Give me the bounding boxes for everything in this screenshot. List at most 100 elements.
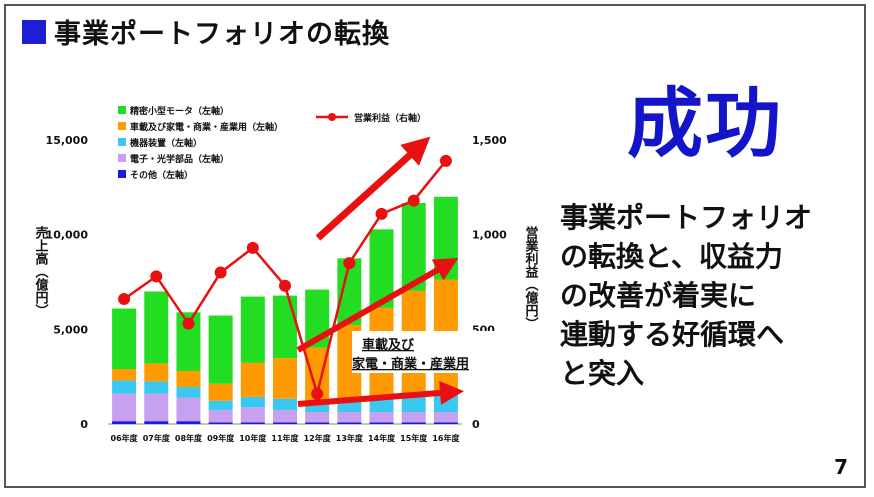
profit-point: [182, 317, 195, 330]
bar-segment: [176, 421, 201, 424]
profit-point: [246, 241, 259, 254]
description-line: と突入: [560, 357, 645, 390]
trend-arrow-automotive: [296, 258, 459, 353]
x-tick-label: 06年度: [111, 433, 139, 443]
y-tick-label: 10,000: [46, 229, 89, 242]
legend-swatch: [118, 170, 126, 178]
bar-segment: [433, 412, 458, 423]
annotation-label: 車載及び: [362, 337, 415, 353]
y2-axis-label: 営業利益（億円）: [523, 225, 540, 330]
bar-segment: [401, 412, 426, 423]
bar-segment: [144, 291, 169, 364]
title-block: 事業ポートフォリオの転換: [22, 12, 390, 51]
description-line: の改善が着実に: [560, 279, 757, 312]
x-tick-label: 11年度: [271, 433, 299, 443]
description-line: 連動する好循環へ: [560, 318, 785, 351]
y2-tick-label: 0: [472, 418, 480, 431]
legend-swatch: [118, 122, 126, 130]
profit-point: [343, 257, 356, 270]
bar-segment: [112, 308, 137, 370]
annotation-label: 家電・商業・産業用: [352, 356, 469, 372]
bar-segment: [273, 422, 297, 424]
bar-segment: [112, 380, 137, 394]
legend-swatch: [118, 138, 126, 146]
bar-segment: [369, 412, 394, 423]
trend-arrow-profit: [315, 136, 431, 241]
bar-segment: [337, 422, 362, 424]
legend-label: その他（左軸）: [130, 169, 193, 181]
bar-segment: [144, 421, 169, 424]
y2-tick-label: 1,000: [472, 229, 507, 242]
headline: 成功: [627, 79, 783, 168]
profit-point: [150, 270, 163, 283]
trend-arrow-bottom: [297, 380, 464, 407]
bar-segment: [305, 412, 330, 423]
profit-point: [439, 154, 452, 167]
bar-segment: [273, 398, 297, 411]
bar-segment: [208, 422, 233, 424]
bar-segment: [273, 358, 297, 399]
bar-segment: [144, 393, 169, 422]
bar-segment: [273, 295, 297, 359]
bar-segment: [433, 422, 458, 424]
profit-point: [118, 293, 131, 306]
description: 事業ポートフォリオ の転換と、収益力 の改善が着実に 連動する好循環へ と突入: [560, 198, 850, 393]
title-square-icon: [22, 19, 46, 44]
bar-segment: [337, 412, 362, 423]
bar-segment: [305, 400, 330, 413]
bar-segment: [176, 397, 201, 422]
legend-label: 精密小型モータ（左軸）: [130, 105, 229, 117]
bar-segment: [369, 398, 394, 413]
y2-tick-label: 1,500: [472, 134, 507, 147]
profit-point: [279, 279, 291, 292]
bar-segment: [401, 422, 426, 424]
profit-point: [311, 387, 324, 400]
bar-segment: [208, 315, 233, 384]
bar-segment: [208, 400, 233, 411]
bar-segment: [112, 421, 137, 424]
bar-segment: [433, 395, 458, 413]
x-tick-label: 07年度: [143, 433, 171, 443]
x-tick-label: 16年度: [432, 433, 460, 443]
bar-segment: [240, 296, 265, 363]
x-tick-label: 14年度: [368, 433, 396, 443]
y-tick-label: 5,000: [53, 323, 88, 336]
annotation-box: [352, 331, 504, 373]
legend-line-marker: [328, 113, 336, 121]
x-tick-label: 09年度: [207, 433, 235, 443]
bar-segment: [240, 407, 265, 423]
legend-label: 機器装置（左軸）: [130, 137, 202, 149]
profit-point: [214, 266, 227, 279]
bar-segment: [144, 381, 169, 394]
profit-point: [407, 194, 420, 207]
slide-frame: [4, 4, 866, 488]
x-tick-label: 15年度: [400, 433, 428, 443]
legend-label: 電子・光学部品（左軸）: [130, 153, 229, 165]
description-line: の転換と、収益力: [560, 240, 783, 273]
legend-label: 営業利益（右軸）: [354, 112, 426, 124]
bar-segment: [112, 393, 137, 422]
y-axis-label: 売上高（億円）: [33, 225, 50, 317]
legend-label: 車載及び家電・商業・産業用（左軸）: [130, 121, 283, 133]
legend-swatch: [118, 154, 126, 162]
x-tick-label: 08年度: [175, 433, 203, 443]
bar-segment: [208, 383, 233, 401]
bar-segment: [401, 396, 426, 413]
x-tick-label: 13年度: [336, 433, 364, 443]
description-line: 事業ポートフォリオ: [560, 201, 813, 234]
bar-segment: [273, 410, 297, 423]
y-tick-label: 15,000: [46, 134, 89, 147]
bar-segment: [208, 410, 233, 423]
bar-segment: [176, 387, 201, 398]
bar-segment: [305, 422, 330, 424]
bar-segment: [240, 422, 265, 424]
y-tick-label: 0: [80, 418, 88, 431]
page-number: 7: [834, 455, 848, 479]
bar-segment: [144, 363, 169, 382]
x-tick-label: 12年度: [304, 433, 332, 443]
bar-segment: [240, 396, 265, 408]
page-title: 事業ポートフォリオの転換: [54, 19, 390, 50]
x-tick-label: 10年度: [239, 433, 267, 443]
bar-segment: [176, 370, 201, 388]
